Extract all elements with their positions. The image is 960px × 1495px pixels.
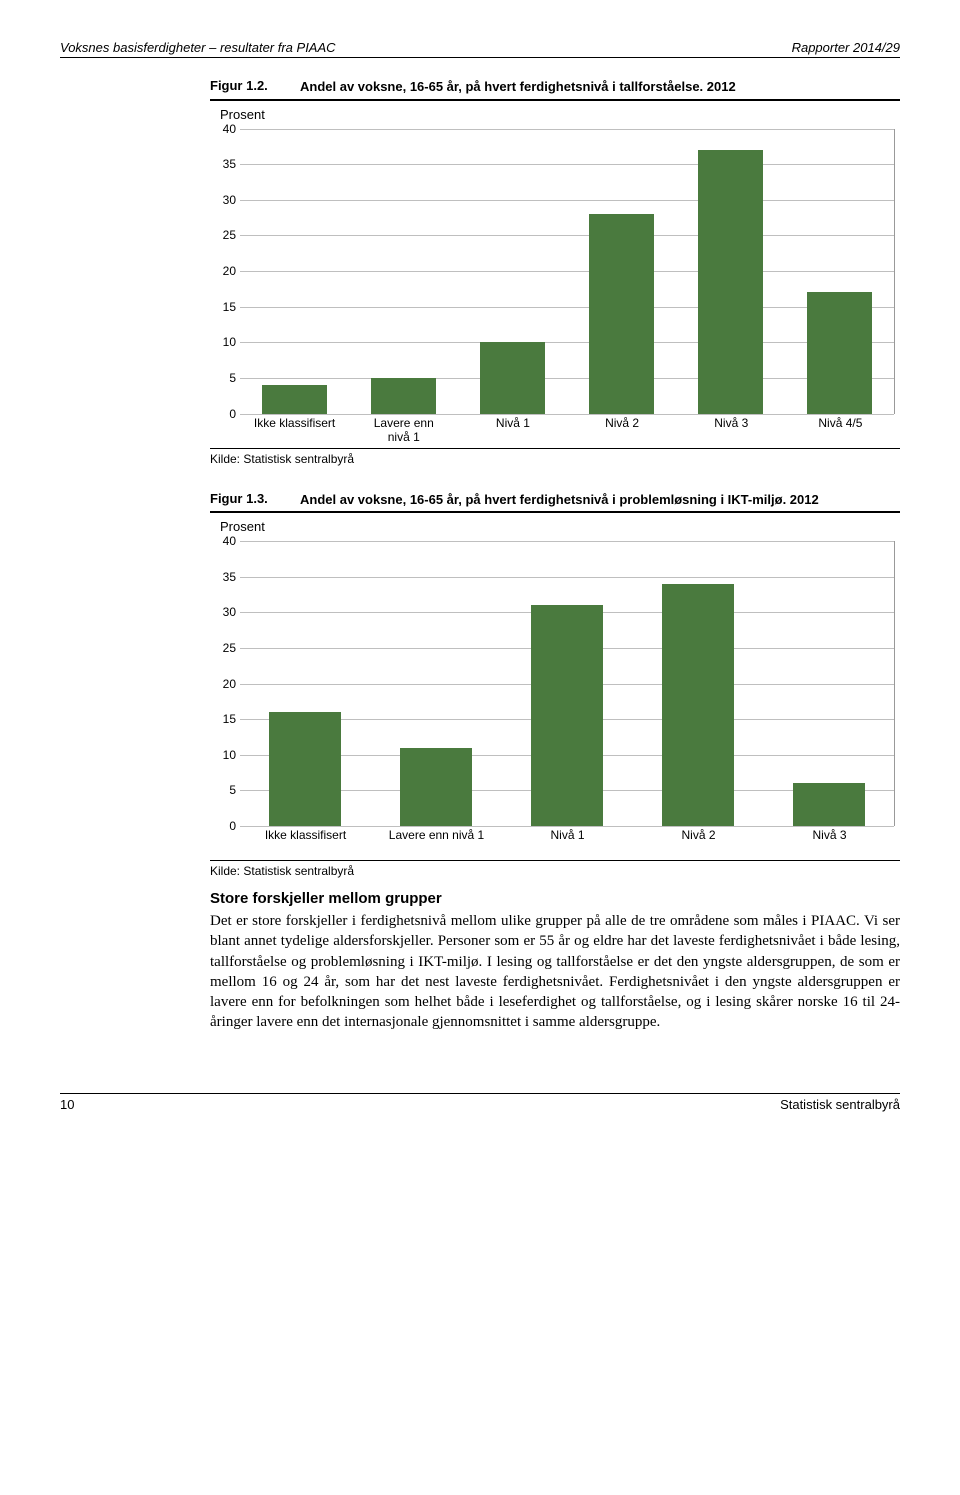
figure2-title-row: Figur 1.3. Andel av voksne, 16-65 år, på…	[210, 491, 900, 514]
figure1-unit: Prosent	[220, 107, 900, 122]
chart-bar	[371, 378, 436, 414]
grid-line	[240, 129, 894, 130]
chart-bar	[269, 712, 341, 826]
figure1-chart: 0510152025303540 Ikke klassifisertLavere…	[210, 124, 900, 444]
figure1-number: Figur 1.2.	[210, 78, 300, 96]
y-tick-label: 35	[212, 570, 236, 584]
chart-bar	[531, 605, 603, 826]
grid-line	[240, 541, 894, 542]
figure1-title-row: Figur 1.2. Andel av voksne, 16-65 år, på…	[210, 78, 900, 101]
chart-bar	[662, 584, 734, 826]
figure1-source: Kilde: Statistisk sentralbyrå	[210, 448, 900, 466]
y-tick-label: 10	[212, 335, 236, 349]
figure2-chart: 0510152025303540 Ikke klassifisertLavere…	[210, 536, 900, 856]
section-subhead: Store forskjeller mellom grupper	[210, 890, 900, 907]
y-tick-label: 35	[212, 157, 236, 171]
grid-line	[240, 271, 894, 272]
y-tick-label: 20	[212, 677, 236, 691]
x-tick-label: Lavere enn nivå 1	[374, 416, 434, 445]
y-tick-label: 40	[212, 122, 236, 136]
figure1-x-axis: Ikke klassifisert Lavere enn nivå 1 Nivå 1…	[240, 414, 895, 444]
y-tick-label: 15	[212, 712, 236, 726]
chart-bar	[793, 783, 865, 826]
x-tick-label: Ikke klassifisert	[254, 416, 335, 430]
content-block: Figur 1.2. Andel av voksne, 16-65 år, på…	[210, 78, 900, 1033]
figure2-x-axis: Ikke klassifisert Lavere enn nivå 1 Nivå 1…	[240, 826, 895, 856]
grid-line	[240, 577, 894, 578]
y-tick-label: 25	[212, 228, 236, 242]
y-tick-label: 20	[212, 264, 236, 278]
body-paragraph: Det er store forskjeller i ferdighetsniv…	[210, 911, 900, 1033]
figure2-plot-area: 0510152025303540	[240, 541, 895, 826]
x-tick-label: Nivå 2	[605, 416, 639, 430]
page-header: Voksnes basisferdigheter – resultater fr…	[60, 40, 900, 58]
grid-line	[240, 378, 894, 379]
x-tick-label: Nivå 3	[812, 828, 846, 842]
chart-bar	[480, 342, 545, 413]
y-tick-label: 0	[212, 819, 236, 833]
figure2-caption: Andel av voksne, 16-65 år, på hvert ferd…	[300, 491, 819, 509]
y-tick-label: 0	[212, 407, 236, 421]
y-tick-label: 10	[212, 748, 236, 762]
chart-bar	[400, 748, 472, 826]
y-tick-label: 15	[212, 300, 236, 314]
grid-line	[240, 235, 894, 236]
footer-page-number: 10	[60, 1097, 74, 1112]
x-tick-label: Ikke klassifisert	[265, 828, 346, 842]
y-tick-label: 40	[212, 534, 236, 548]
grid-line	[240, 200, 894, 201]
header-left: Voksnes basisferdigheter – resultater fr…	[60, 40, 336, 55]
figure2-source: Kilde: Statistisk sentralbyrå	[210, 860, 900, 878]
y-tick-label: 5	[212, 371, 236, 385]
page-footer: 10 Statistisk sentralbyrå	[60, 1093, 900, 1112]
figure1-caption: Andel av voksne, 16-65 år, på hvert ferd…	[300, 78, 736, 96]
figure1-plot-area: 0510152025303540	[240, 129, 895, 414]
grid-line	[240, 307, 894, 308]
x-tick-label: Nivå 4/5	[818, 416, 862, 430]
chart-bar	[589, 214, 654, 414]
header-right: Rapporter 2014/29	[792, 40, 900, 55]
chart-bar	[807, 292, 872, 413]
footer-source: Statistisk sentralbyrå	[780, 1097, 900, 1112]
y-tick-label: 30	[212, 605, 236, 619]
figure2-unit: Prosent	[220, 519, 900, 534]
x-tick-label: Nivå 1	[496, 416, 530, 430]
x-tick-label: Nivå 1	[550, 828, 584, 842]
grid-line	[240, 342, 894, 343]
y-tick-label: 5	[212, 783, 236, 797]
chart-bar	[698, 150, 763, 414]
x-tick-label: Nivå 3	[714, 416, 748, 430]
figure2-number: Figur 1.3.	[210, 491, 300, 509]
y-tick-label: 30	[212, 193, 236, 207]
x-tick-label: Nivå 2	[681, 828, 715, 842]
page: Voksnes basisferdigheter – resultater fr…	[0, 0, 960, 1152]
y-tick-label: 25	[212, 641, 236, 655]
x-tick-label: Lavere enn nivå 1	[389, 828, 484, 842]
grid-line	[240, 164, 894, 165]
chart-bar	[262, 385, 327, 414]
